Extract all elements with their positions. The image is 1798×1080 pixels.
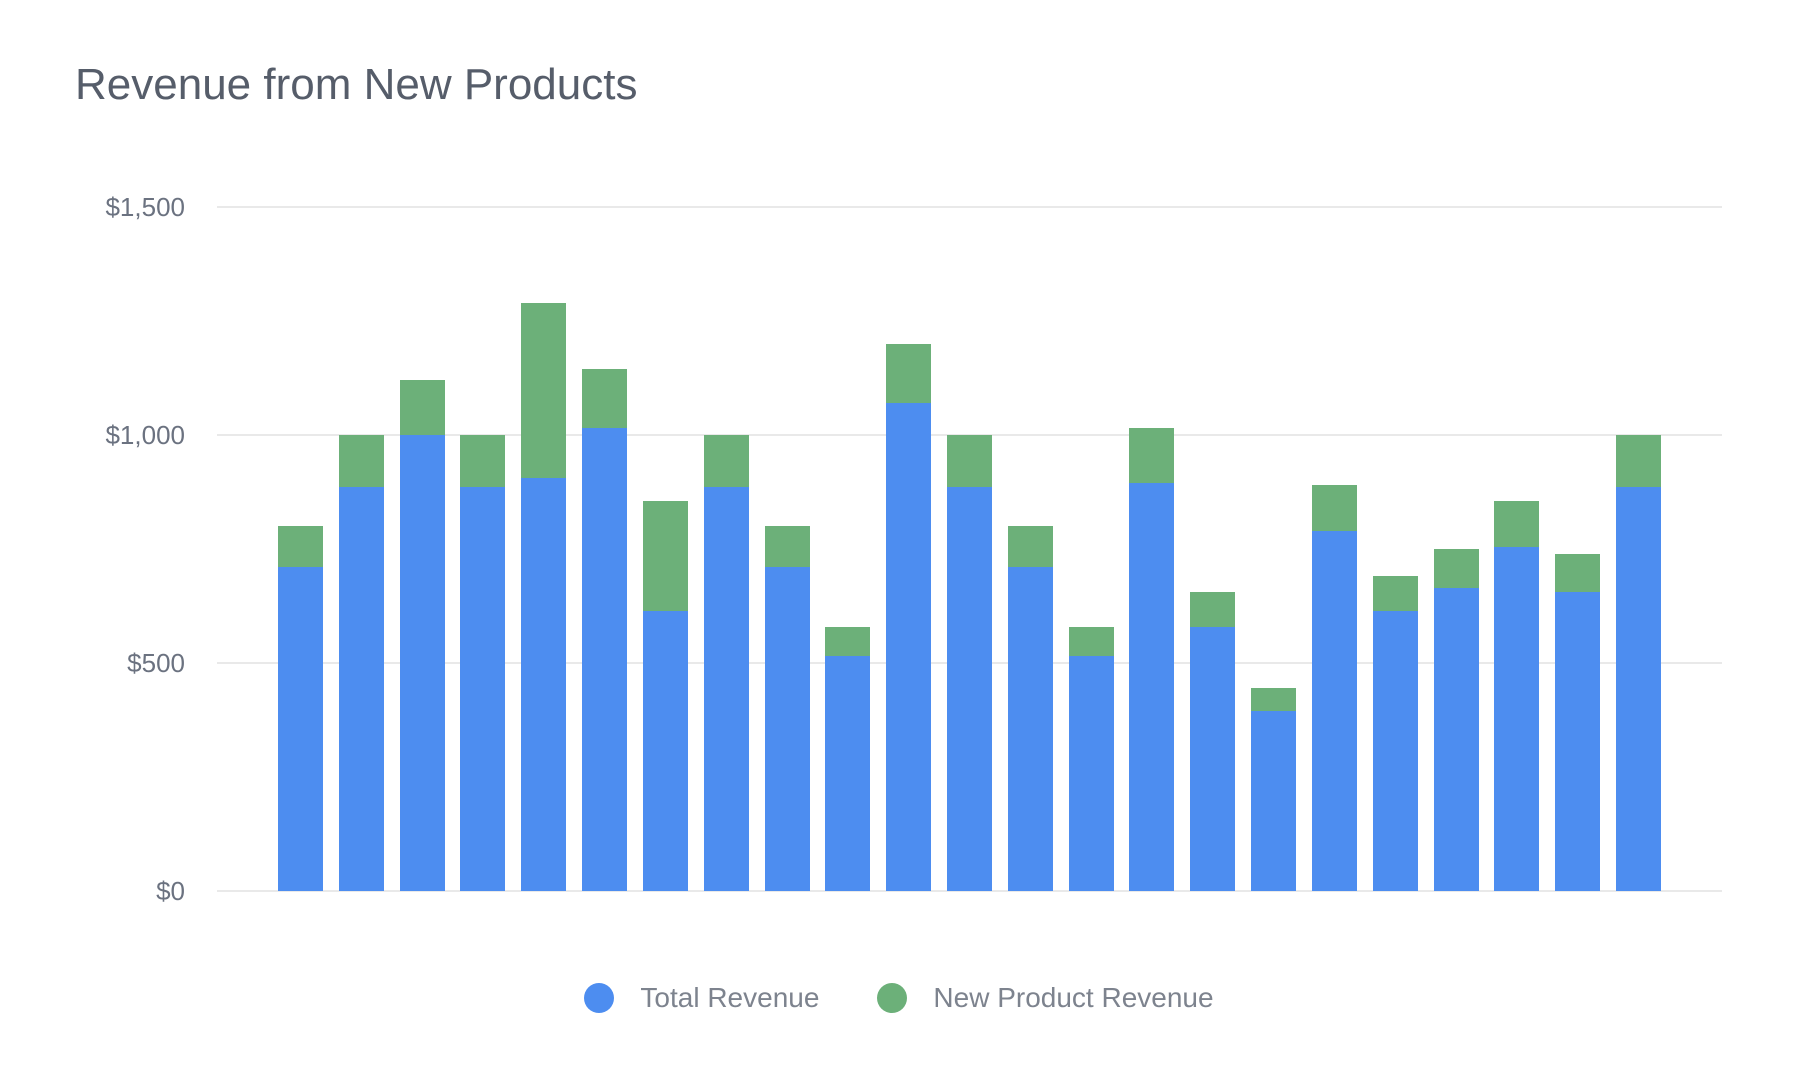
bar-segment-new-product-revenue[interactable] bbox=[947, 435, 992, 488]
bar-segment-total-revenue[interactable] bbox=[1494, 546, 1540, 891]
bar-segment-total-revenue[interactable] bbox=[399, 435, 445, 891]
bar-segment-total-revenue[interactable] bbox=[825, 656, 871, 891]
bar-group bbox=[825, 626, 871, 891]
bar-segment-new-product-revenue[interactable] bbox=[338, 435, 384, 488]
bar-segment-total-revenue[interactable] bbox=[1007, 567, 1053, 891]
bar-segment-total-revenue[interactable] bbox=[1372, 610, 1418, 891]
bar-segment-total-revenue[interactable] bbox=[278, 567, 323, 891]
bars-layer bbox=[217, 207, 1722, 891]
bar-group bbox=[582, 368, 628, 891]
bar-segment-total-revenue[interactable] bbox=[886, 403, 932, 891]
bar-group bbox=[764, 526, 810, 891]
bar-segment-new-product-revenue[interactable] bbox=[399, 380, 445, 435]
bar-segment-new-product-revenue[interactable] bbox=[521, 302, 567, 479]
bar-segment-total-revenue[interactable] bbox=[642, 610, 688, 891]
bar-segment-total-revenue[interactable] bbox=[1311, 530, 1357, 891]
bar-group bbox=[886, 343, 932, 891]
bar-group bbox=[1433, 549, 1479, 891]
bar-segment-total-revenue[interactable] bbox=[947, 487, 992, 891]
bar-segment-new-product-revenue[interactable] bbox=[1433, 549, 1479, 588]
plot-area bbox=[217, 206, 1722, 892]
bar-segment-new-product-revenue[interactable] bbox=[1616, 435, 1661, 488]
bar-group bbox=[521, 302, 567, 891]
bar-segment-total-revenue[interactable] bbox=[1251, 710, 1297, 891]
bar-group bbox=[1007, 526, 1053, 891]
gridline bbox=[217, 206, 1722, 208]
bar-segment-total-revenue[interactable] bbox=[1068, 656, 1114, 891]
bar-segment-total-revenue[interactable] bbox=[521, 478, 567, 891]
legend-label-total-revenue: Total Revenue bbox=[640, 982, 820, 1013]
bar-segment-new-product-revenue[interactable] bbox=[642, 501, 688, 611]
chart-title: Revenue from New Products bbox=[75, 60, 638, 109]
total-revenue-dot-icon bbox=[584, 983, 615, 1013]
bar-segment-new-product-revenue[interactable] bbox=[1007, 526, 1053, 568]
gridline bbox=[217, 890, 1722, 892]
bar-segment-total-revenue[interactable] bbox=[703, 487, 749, 891]
legend: Total Revenue New Product Revenue bbox=[0, 982, 1798, 1014]
y-tick-label: $500 bbox=[127, 648, 185, 678]
bar-group bbox=[703, 435, 749, 891]
bar-segment-new-product-revenue[interactable] bbox=[1494, 501, 1540, 547]
bar-segment-new-product-revenue[interactable] bbox=[1372, 576, 1418, 611]
bar-group bbox=[1555, 553, 1601, 891]
bar-segment-total-revenue[interactable] bbox=[1129, 482, 1175, 891]
bar-group bbox=[1129, 428, 1175, 891]
bar-group bbox=[642, 501, 688, 891]
bar-segment-new-product-revenue[interactable] bbox=[764, 526, 810, 568]
bar-segment-total-revenue[interactable] bbox=[1433, 587, 1479, 891]
bar-group bbox=[1311, 485, 1357, 891]
bar-segment-new-product-revenue[interactable] bbox=[886, 343, 932, 404]
legend-label-new-product-revenue: New Product Revenue bbox=[933, 982, 1214, 1013]
bar-segment-new-product-revenue[interactable] bbox=[1068, 626, 1114, 657]
bar-segment-new-product-revenue[interactable] bbox=[1251, 688, 1297, 711]
legend-item-total-revenue[interactable]: Total Revenue bbox=[584, 982, 819, 1014]
bar-group bbox=[278, 526, 323, 891]
bar-segment-new-product-revenue[interactable] bbox=[1190, 592, 1236, 627]
bar-group bbox=[1372, 576, 1418, 891]
bar-segment-total-revenue[interactable] bbox=[764, 567, 810, 891]
gridline bbox=[217, 434, 1722, 436]
bar-group bbox=[460, 435, 506, 891]
bar-group bbox=[1616, 435, 1661, 891]
legend-item-new-product-revenue[interactable]: New Product Revenue bbox=[877, 982, 1214, 1014]
bar-group bbox=[947, 435, 992, 891]
bar-segment-total-revenue[interactable] bbox=[1190, 626, 1236, 891]
bar-group bbox=[1068, 626, 1114, 891]
bar-group bbox=[399, 380, 445, 891]
bar-segment-new-product-revenue[interactable] bbox=[825, 626, 871, 657]
y-tick-label: $0 bbox=[156, 876, 185, 906]
bar-segment-total-revenue[interactable] bbox=[460, 487, 506, 891]
bar-segment-total-revenue[interactable] bbox=[1555, 592, 1601, 891]
bar-segment-new-product-revenue[interactable] bbox=[1311, 485, 1357, 531]
y-tick-label: $1,500 bbox=[105, 192, 185, 222]
y-axis: $0 $500 $1,000 $1,500 bbox=[0, 192, 185, 906]
bar-segment-new-product-revenue[interactable] bbox=[582, 368, 628, 429]
bar-group bbox=[1190, 592, 1236, 891]
bar-segment-new-product-revenue[interactable] bbox=[1129, 428, 1175, 483]
bar-segment-new-product-revenue[interactable] bbox=[460, 435, 506, 488]
bar-segment-total-revenue[interactable] bbox=[1616, 487, 1661, 891]
bar-segment-new-product-revenue[interactable] bbox=[1555, 553, 1601, 593]
bar-segment-total-revenue[interactable] bbox=[338, 487, 384, 891]
new-product-revenue-dot-icon bbox=[877, 983, 908, 1013]
bar-segment-total-revenue[interactable] bbox=[582, 428, 628, 891]
bar-group bbox=[338, 435, 384, 891]
bar-segment-new-product-revenue[interactable] bbox=[703, 435, 749, 488]
y-tick-label: $1,000 bbox=[105, 420, 185, 450]
bar-group bbox=[1494, 501, 1540, 891]
bar-segment-new-product-revenue[interactable] bbox=[278, 526, 323, 568]
bar-group bbox=[1251, 688, 1297, 891]
